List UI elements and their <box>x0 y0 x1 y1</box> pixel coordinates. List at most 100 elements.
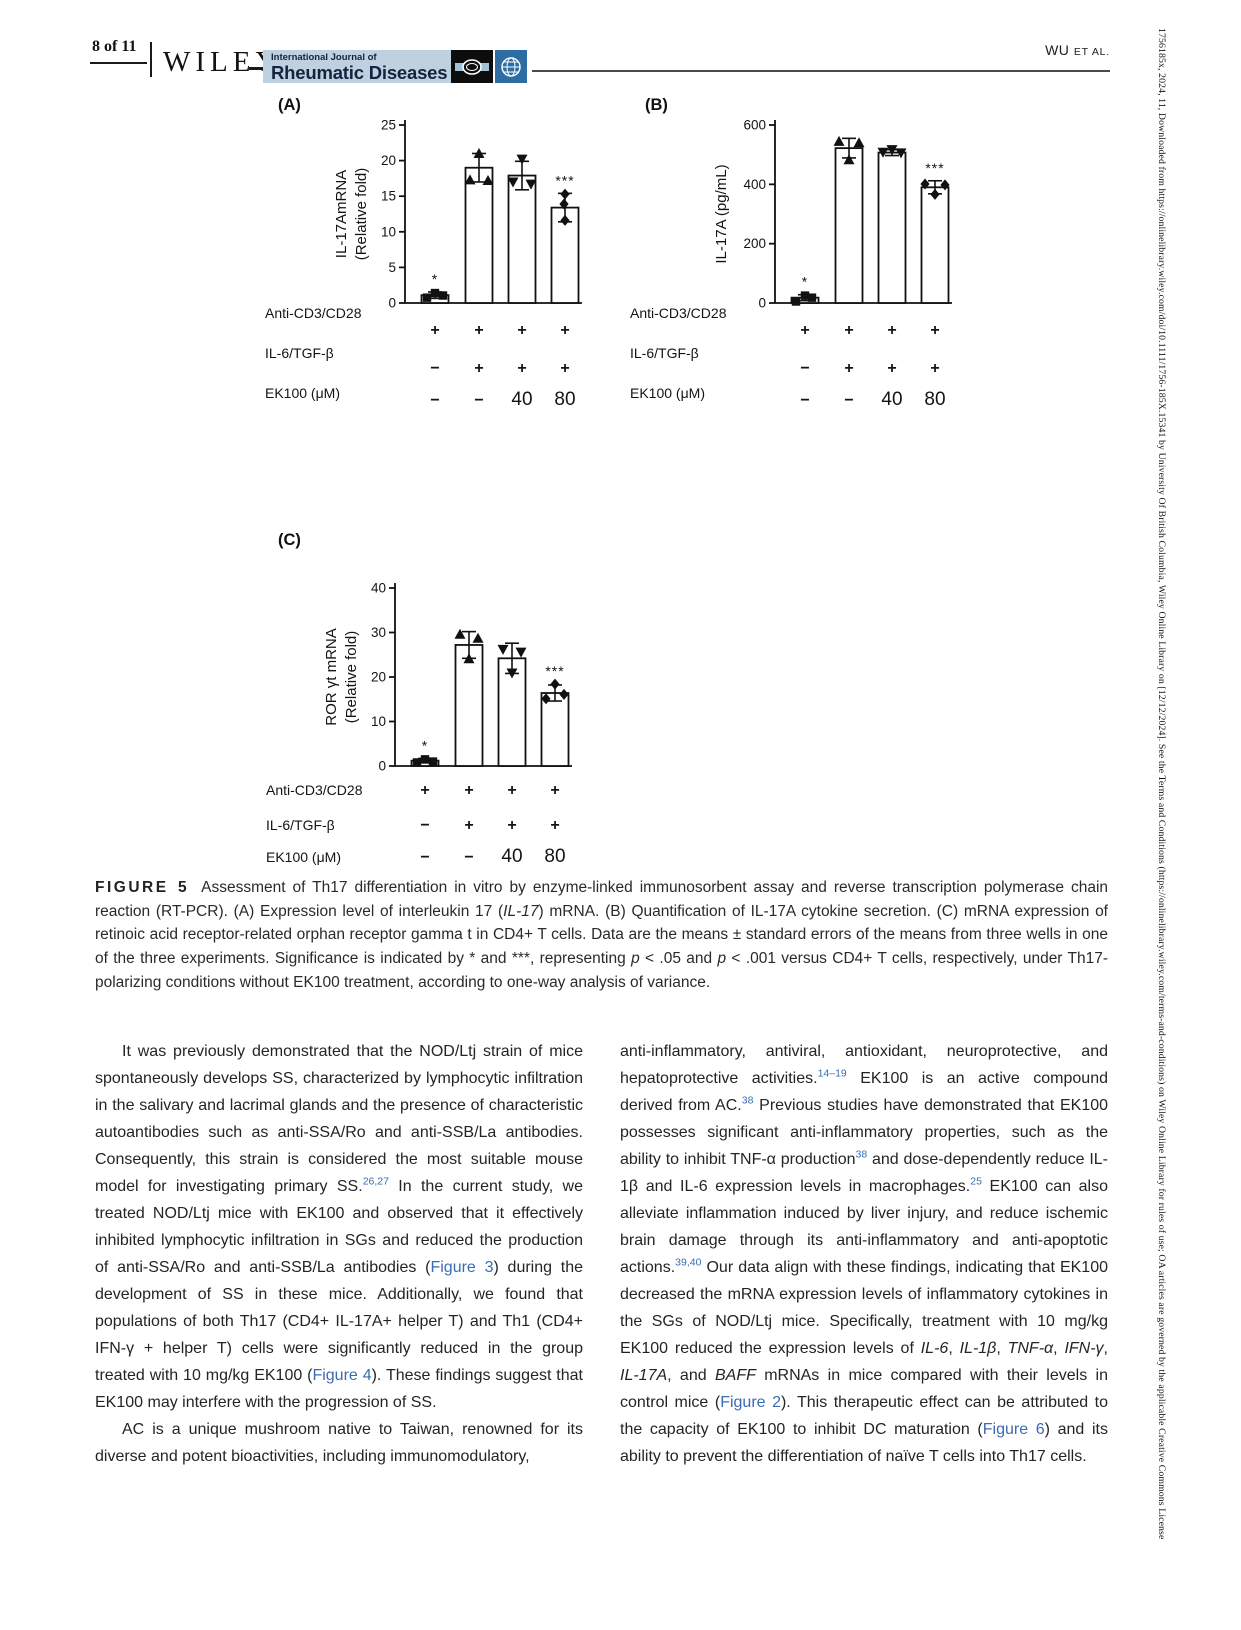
svg-text:+: + <box>507 817 516 834</box>
svg-text:IL-17A (pg/mL): IL-17A (pg/mL) <box>713 164 730 263</box>
svg-text:40: 40 <box>881 389 902 410</box>
svg-text:25: 25 <box>381 118 396 133</box>
svg-text:20: 20 <box>381 153 396 168</box>
bar <box>464 166 494 304</box>
svg-text:+: + <box>550 817 559 834</box>
header-divider <box>150 42 152 77</box>
svg-text:+: + <box>844 322 853 339</box>
text-segment: Assessment of Th17 differentiation in vi… <box>95 879 1109 920</box>
figure-link[interactable]: Figure 2 <box>720 1394 781 1411</box>
svg-text:−: − <box>420 849 429 866</box>
svg-text:Anti-CD3/CD28: Anti-CD3/CD28 <box>266 782 363 798</box>
svg-text:−: − <box>800 360 809 377</box>
svg-text:+: + <box>430 322 439 339</box>
paragraph: anti-inflammatory, antiviral, antioxidan… <box>620 1038 1108 1470</box>
svg-text:200: 200 <box>743 236 766 251</box>
aplar-logo-icon <box>451 50 493 83</box>
figure-link[interactable]: Figure 4 <box>312 1367 372 1384</box>
svg-text:+: + <box>887 360 896 377</box>
svg-text:+: + <box>507 782 516 799</box>
italic-text: IL-17 <box>503 902 539 920</box>
svg-text:EK100 (μM): EK100 (μM) <box>630 385 705 401</box>
reference-superscript[interactable]: 38 <box>855 1148 868 1161</box>
figure-link[interactable]: Figure 6 <box>982 1421 1045 1438</box>
italic-text: IL-1β <box>959 1340 997 1357</box>
text-segment: EK100 is an active compound derived from… <box>620 1070 1109 1114</box>
text-segment: and dose-dependently reduce IL-1β and IL… <box>620 1151 1108 1195</box>
svg-text:80: 80 <box>554 389 575 410</box>
svg-text:(Relative fold): (Relative fold) <box>343 631 360 724</box>
svg-text:EK100 (μM): EK100 (μM) <box>265 385 340 401</box>
journal-title-small: International Journal of <box>271 52 377 63</box>
reference-superscript[interactable]: 14–19 <box>817 1067 847 1080</box>
svg-text:10: 10 <box>371 714 386 729</box>
svg-text:IL-6/TGF-β: IL-6/TGF-β <box>265 345 334 361</box>
svg-text:***: *** <box>555 172 574 188</box>
text-segment: , <box>948 1340 960 1357</box>
text-segment: < .05 and <box>639 950 718 968</box>
reference-superscript[interactable]: 39,40 <box>675 1256 702 1269</box>
text-segment: Our data align with these findings, indi… <box>620 1259 1108 1357</box>
reference-superscript[interactable]: 26,27 <box>362 1175 389 1188</box>
svg-text:−: − <box>844 392 853 409</box>
svg-text:0: 0 <box>758 296 766 311</box>
svg-text:40: 40 <box>371 581 386 596</box>
bar <box>877 151 907 304</box>
svg-text:80: 80 <box>544 846 565 867</box>
bar <box>497 657 527 767</box>
page-number-rule <box>90 62 147 64</box>
paragraph: It was previously demonstrated that the … <box>95 1038 583 1416</box>
svg-text:(Relative fold): (Relative fold) <box>353 168 370 261</box>
svg-text:+: + <box>517 322 526 339</box>
body-column-left: It was previously demonstrated that the … <box>95 1038 583 1470</box>
italic-text: p <box>631 950 640 968</box>
reference-superscript[interactable]: 25 <box>970 1175 982 1188</box>
svg-text:+: + <box>420 782 429 799</box>
bar <box>834 147 864 304</box>
svg-text:20: 20 <box>371 670 386 685</box>
svg-text:−: − <box>430 392 439 409</box>
text-segment: anti-inflammatory, antiviral, antioxidan… <box>620 1043 1108 1087</box>
svg-text:IL-6/TGF-β: IL-6/TGF-β <box>630 345 699 361</box>
figure-caption-label: FIGURE 5 <box>95 879 190 896</box>
text-segment: In the current study, we treated NOD/Ltj… <box>95 1178 584 1276</box>
svg-text:−: − <box>430 360 439 377</box>
journal-banner: International Journal of Rheumatic Disea… <box>263 50 527 83</box>
body-columns: It was previously demonstrated that the … <box>95 1038 1108 1470</box>
text-segment: , and <box>667 1367 715 1384</box>
svg-text:+: + <box>474 322 483 339</box>
reference-superscript[interactable]: 38 <box>741 1094 754 1107</box>
svg-text:−: − <box>800 392 809 409</box>
text-segment: It was previously demonstrated that the … <box>95 1043 583 1195</box>
svg-text:0: 0 <box>378 759 386 774</box>
svg-text:*: * <box>432 271 438 287</box>
svg-text:600: 600 <box>743 118 766 133</box>
paragraph: AC is a unique mushroom native to Taiwan… <box>95 1416 583 1470</box>
svg-text:IL-17AmRNA: IL-17AmRNA <box>333 170 350 258</box>
running-head-author: WU <box>1045 42 1070 58</box>
running-head: WU ET AL. <box>1022 42 1110 60</box>
svg-text:+: + <box>464 817 473 834</box>
text-segment: , <box>1103 1340 1108 1357</box>
wiley-dash <box>249 67 263 70</box>
globe-logo-icon <box>495 50 527 83</box>
svg-text:0: 0 <box>388 296 396 311</box>
svg-text:30: 30 <box>371 625 386 640</box>
figure-link[interactable]: Figure 3 <box>430 1259 494 1276</box>
text-segment: , <box>1053 1340 1065 1357</box>
svg-text:40: 40 <box>501 846 522 867</box>
text-segment: < .001 versus CD4+ T cells, respectively… <box>95 950 1109 991</box>
panel-label-b: (B) <box>645 96 668 114</box>
italic-text: BAFF <box>714 1367 756 1384</box>
figure-caption-text: Assessment of Th17 differentiation in vi… <box>95 879 1108 991</box>
text-segment: ) mRNA. (B) Quantification of IL-17A cyt… <box>95 902 1108 968</box>
running-head-etal: ET AL. <box>1073 46 1110 58</box>
svg-text:***: *** <box>545 663 564 679</box>
svg-text:Anti-CD3/CD28: Anti-CD3/CD28 <box>265 305 362 321</box>
svg-text:+: + <box>887 322 896 339</box>
svg-text:*: * <box>802 274 808 290</box>
italic-text: TNF-α <box>1007 1340 1054 1357</box>
